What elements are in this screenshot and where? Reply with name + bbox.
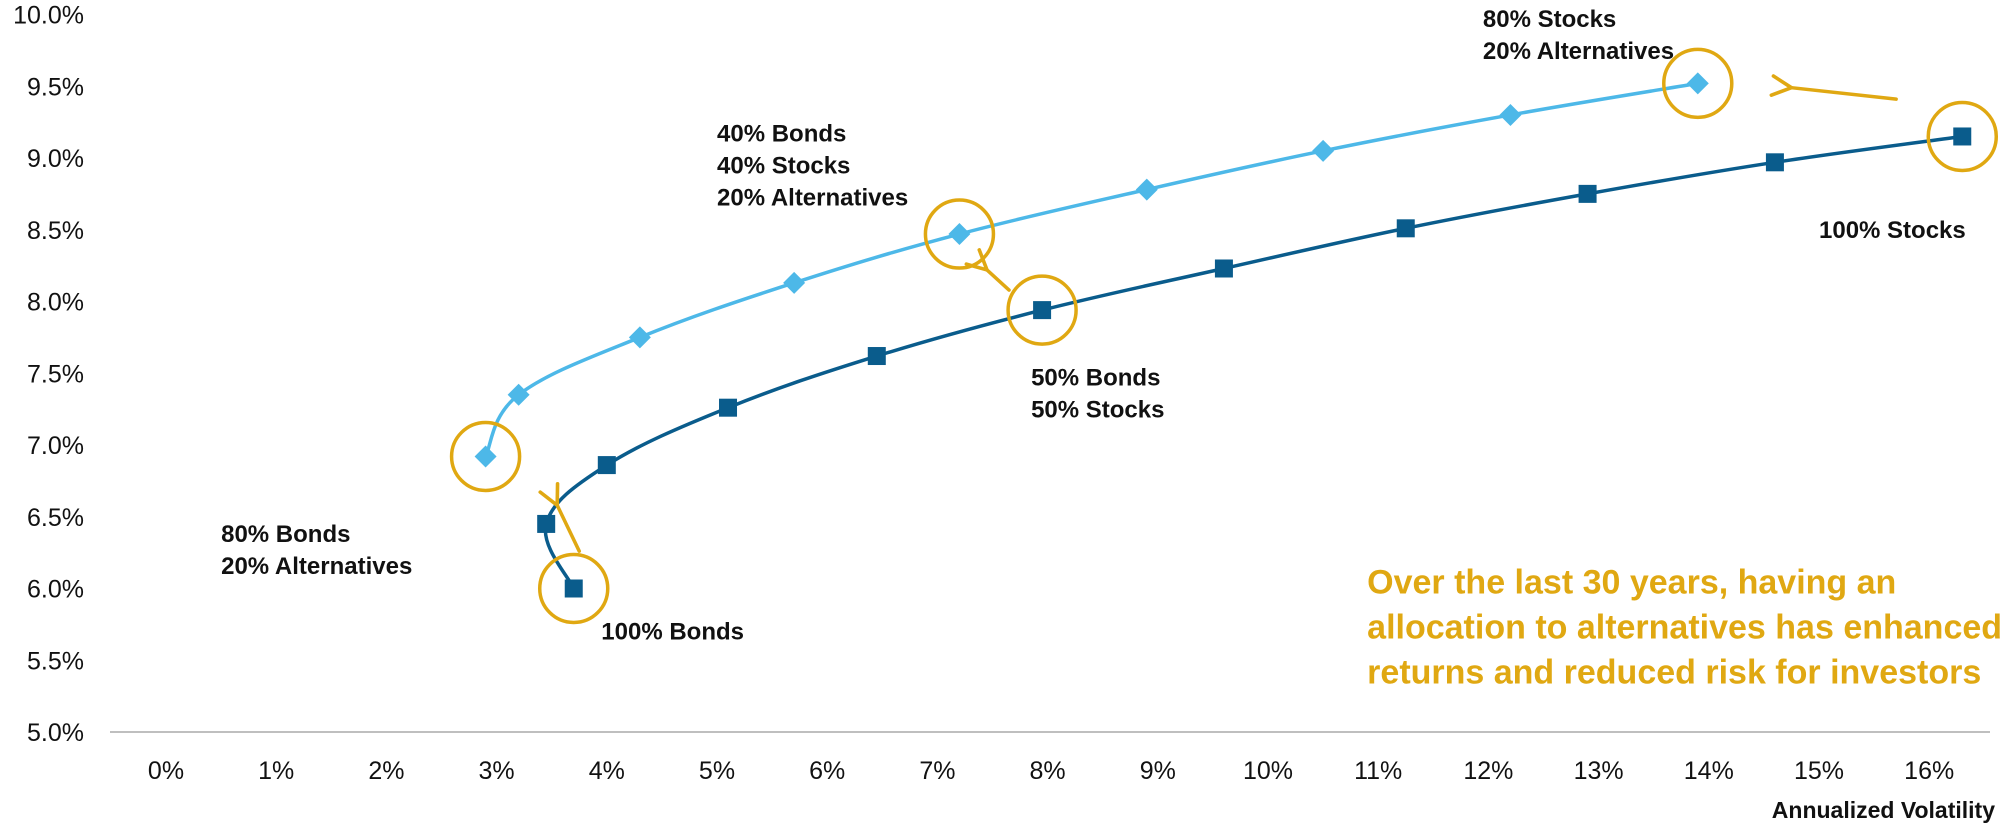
square-marker — [537, 514, 556, 533]
y-tick-label: 7.0% — [27, 432, 84, 460]
x-tick-label: 11% — [1354, 757, 1402, 785]
diamond-marker — [507, 383, 530, 406]
annotation-line: 80% Stocks — [1483, 6, 1616, 33]
x-axis-tick-labels: 0% 1% 2% 3% 4% 5% 6% 7% 8% 9% 10% 11% 12% 13% 14% 15% 16… — [148, 757, 1954, 785]
x-tick-label: 13% — [1574, 757, 1624, 785]
highlight-circles — [449, 47, 1999, 625]
square-marker — [1214, 259, 1233, 278]
arrows — [538, 74, 1898, 553]
highlight-circle — [1006, 274, 1078, 346]
annotation-line: 50% Stocks — [1031, 397, 1164, 424]
x-tick-label: 16% — [1904, 757, 1954, 785]
y-tick-label: 5.5% — [27, 647, 84, 675]
square-marker — [1953, 127, 1972, 146]
diamond-marker — [1312, 139, 1335, 162]
square-marker — [1396, 219, 1415, 238]
square-marker — [719, 398, 738, 417]
arrow — [1769, 74, 1898, 101]
x-tick-label: 5% — [699, 757, 735, 785]
x-tick-label: 12% — [1463, 757, 1513, 785]
square-marker — [1578, 184, 1597, 203]
square-marker — [1033, 301, 1052, 320]
x-tick-label: 10% — [1243, 757, 1293, 785]
arrow — [964, 248, 1011, 292]
x-tick-label: 4% — [589, 757, 625, 785]
x-tick-label: 2% — [368, 757, 404, 785]
highlight-circle — [449, 420, 522, 493]
y-tick-label: 5.0% — [27, 719, 84, 747]
y-tick-label: 9.0% — [27, 145, 84, 173]
series-line-0 — [483, 81, 1699, 458]
callout-line: allocation to alternatives has enhanced — [1367, 608, 2002, 646]
diamond-marker — [783, 271, 806, 294]
annotation-line: 20% Alternatives — [717, 185, 908, 212]
highlight-circle — [1662, 47, 1734, 120]
square-marker — [867, 347, 886, 366]
annotation-line: 40% Bonds — [717, 121, 846, 148]
x-tick-label: 7% — [919, 757, 955, 785]
annotation-line: 50% Bonds — [1031, 365, 1160, 392]
callout-label: Over the last 30 years, having an allocat… — [1367, 563, 2002, 691]
y-tick-label: 6.5% — [27, 504, 84, 532]
y-axis-tick-labels: 5.0% 5.5% 6.0% 6.5% 7.0% 7.5% 8.0% 8.5% 9.0% 9.5%… — [13, 2, 84, 748]
y-tick-label: 8.5% — [27, 217, 84, 245]
diamond-marker — [474, 445, 497, 468]
square-marker — [597, 456, 616, 475]
annotation-line: 20% Alternatives — [1483, 38, 1674, 65]
annotation-label: 100% Bonds — [601, 619, 744, 646]
square-marker — [1765, 153, 1784, 172]
x-axis-title: Annualized Volatility — [1772, 797, 1995, 823]
annotation-label: 80% Bonds 20% Alternatives — [221, 521, 412, 580]
x-tick-label: 3% — [479, 757, 515, 785]
x-tick-label: 15% — [1794, 757, 1844, 785]
x-tick-label: 1% — [258, 757, 294, 785]
annotation-label: 100% Stocks — [1819, 217, 1966, 244]
series-lines — [483, 81, 1963, 590]
highlight-circle — [1926, 100, 1999, 173]
diamond-marker — [1499, 103, 1522, 126]
x-tick-label: 9% — [1140, 757, 1176, 785]
highlight-circle — [923, 198, 996, 270]
square-marker — [564, 579, 583, 598]
point-annotations: 80% Stocks 20% Alternatives 40% Bonds 40% S… — [221, 6, 1966, 646]
arrow — [538, 482, 581, 553]
series-markers — [474, 72, 1972, 598]
annotation-line: 80% Bonds — [221, 521, 350, 548]
callout-line: returns and reduced risk for investors — [1367, 653, 1981, 691]
diamond-marker — [1686, 72, 1709, 95]
callout-line: Over the last 30 years, having an — [1367, 563, 1896, 601]
diamond-marker — [1135, 178, 1158, 201]
diamond-marker — [948, 223, 971, 246]
annotation-label: 50% Bonds 50% Stocks — [1031, 365, 1164, 424]
y-tick-label: 8.0% — [27, 289, 84, 317]
y-tick-label: 10.0% — [13, 2, 84, 30]
x-tick-label: 6% — [809, 757, 845, 785]
annotation-line: 100% Stocks — [1819, 217, 1966, 244]
diamond-marker — [628, 326, 651, 349]
annotation-label: 80% Stocks 20% Alternatives — [1483, 6, 1674, 65]
annotation-line: 40% Stocks — [717, 153, 850, 180]
y-tick-label: 9.5% — [27, 73, 84, 101]
annotation-line: 20% Alternatives — [221, 553, 412, 580]
annotation-label: 40% Bonds 40% Stocks 20% Alternatives — [717, 121, 908, 212]
callout-text: Over the last 30 years, having an allocat… — [1367, 563, 2002, 691]
x-tick-label: 14% — [1684, 757, 1734, 785]
annotation-line: 100% Bonds — [601, 619, 744, 646]
highlight-circle — [537, 552, 610, 625]
x-tick-label: 8% — [1030, 757, 1066, 785]
x-tick-label: 0% — [148, 757, 184, 785]
y-tick-label: 6.0% — [27, 576, 84, 604]
y-tick-label: 7.5% — [27, 360, 84, 388]
